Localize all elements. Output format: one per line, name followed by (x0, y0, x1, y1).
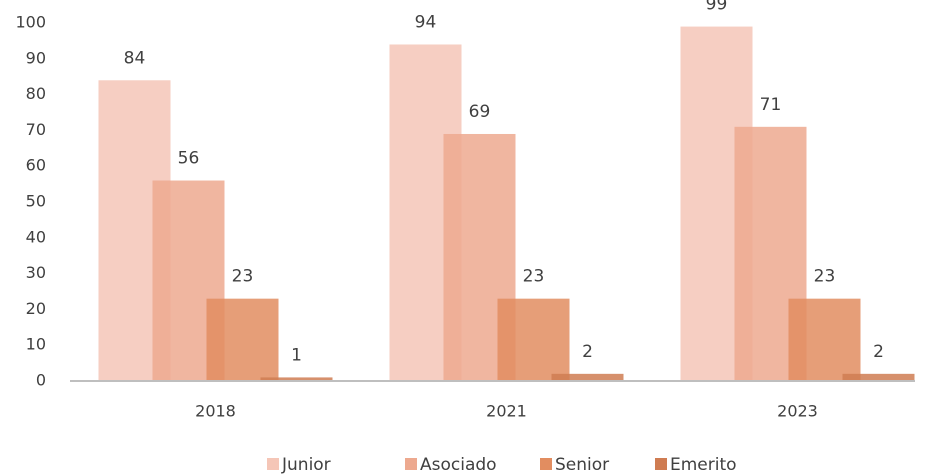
bar (788, 298, 861, 381)
value-label: 23 (232, 267, 254, 287)
value-label: 1 (291, 345, 302, 365)
bar (260, 377, 333, 381)
x-tick-label: 2023 (777, 402, 818, 421)
value-label: 84 (124, 48, 146, 68)
value-label: 23 (523, 267, 545, 287)
legend-swatch (267, 458, 279, 470)
y-tick-label: 80 (26, 84, 46, 103)
legend-label: Asociado (420, 455, 497, 475)
value-label: 71 (760, 95, 782, 115)
legend-label: Emerito (670, 455, 737, 475)
legend-label: Senior (555, 455, 609, 475)
bar (497, 298, 570, 381)
legend-swatch (540, 458, 552, 470)
value-label: 56 (178, 149, 200, 169)
y-tick-label: 20 (26, 299, 46, 318)
value-label: 69 (469, 102, 491, 122)
y-tick-label: 30 (26, 263, 46, 282)
legend-label: Junior (281, 455, 331, 475)
legend-swatch (405, 458, 417, 470)
value-label: 23 (814, 267, 836, 287)
y-tick-label: 100 (15, 13, 46, 32)
value-label: 94 (415, 12, 437, 32)
y-tick-label: 0 (36, 371, 46, 390)
x-tick-label: 2018 (195, 402, 236, 421)
y-tick-label: 50 (26, 192, 46, 211)
bar (551, 373, 624, 381)
bar (206, 298, 279, 381)
value-label: 2 (873, 342, 884, 362)
bar (842, 373, 915, 381)
y-tick-label: 90 (26, 48, 46, 67)
y-tick-label: 60 (26, 156, 46, 175)
value-label: 2 (582, 342, 593, 362)
y-tick-label: 40 (26, 227, 46, 246)
y-tick-label: 10 (26, 335, 46, 354)
x-tick-label: 2021 (486, 402, 527, 421)
y-tick-label: 70 (26, 120, 46, 139)
legend-swatch (655, 458, 667, 470)
value-label: 99 (706, 0, 728, 15)
